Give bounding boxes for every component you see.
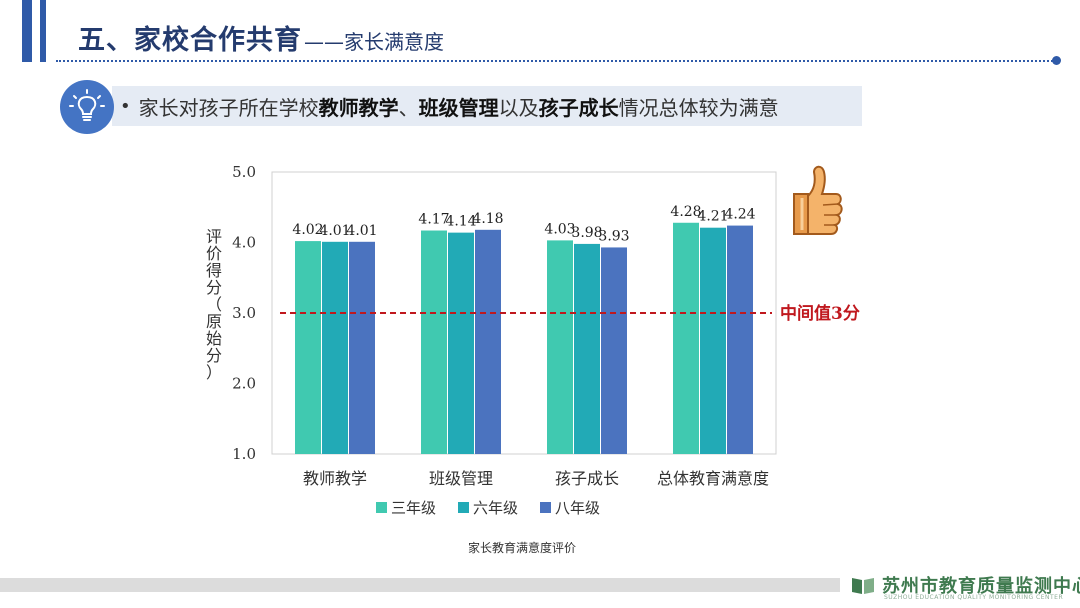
legend-label: 六年级 [473, 499, 518, 517]
bar [601, 247, 627, 454]
bar [322, 241, 348, 454]
legend-swatch [458, 502, 469, 513]
bar [475, 229, 501, 454]
callout-part: 、 [398, 95, 419, 120]
footer-bar [0, 578, 840, 592]
callout-highlight-growth: 孩子成长 [538, 95, 619, 120]
legend-swatch [540, 502, 551, 513]
bar-value-label: 4.03 [544, 221, 575, 237]
page-subtitle: 家长满意度 [344, 30, 444, 54]
footer-logo: 苏州市教育质量监测中心 [850, 572, 1080, 598]
bar-value-label: 4.14 [445, 214, 476, 230]
bar [547, 240, 573, 454]
bar-value-label: 4.28 [670, 204, 701, 220]
y-tick-label: 2.0 [232, 375, 256, 393]
thumbs-up-icon [793, 165, 843, 235]
bar [727, 225, 753, 454]
legend-label: 三年级 [391, 499, 436, 517]
bar [673, 222, 699, 454]
bar [574, 243, 600, 454]
header-accent-bar [22, 0, 32, 62]
bar [295, 241, 321, 454]
y-tick-label: 5.0 [232, 163, 256, 181]
callout-part: 以及 [498, 95, 539, 120]
y-tick-label: 4.0 [232, 234, 256, 252]
plot-area-frame [271, 171, 777, 455]
bar [349, 241, 375, 454]
book-logo-icon [852, 578, 874, 594]
callout-text: 家长对孩子所在学校教师教学、班级管理以及孩子成长情况总体较为满意 [139, 92, 779, 121]
header-accent-bar-thin [40, 0, 46, 62]
page-title-main: 五、家校合作共育 [78, 25, 302, 56]
page-title: 五、家校合作共育 —— 家长满意度 [78, 18, 444, 56]
bar [421, 230, 447, 454]
summary-callout: • 家长对孩子所在学校教师教学、班级管理以及孩子成长情况总体较为满意 [112, 86, 862, 126]
x-category-label: 总体教育满意度 [657, 469, 769, 488]
callout-highlight-class: 班级管理 [418, 95, 499, 120]
bar [700, 227, 726, 454]
bar-value-label: 3.98 [571, 225, 602, 241]
legend-label: 八年级 [555, 499, 600, 517]
callout-part: 情况总体较为满意 [618, 95, 779, 120]
x-category-label: 孩子成长 [555, 469, 619, 488]
page-title-separator: —— [304, 30, 344, 54]
lightbulb-icon [60, 80, 114, 134]
bar-value-label: 4.17 [418, 212, 449, 228]
bar-value-label: 4.24 [724, 207, 755, 223]
bar-value-label: 4.01 [346, 223, 377, 239]
x-category-label: 教师教学 [303, 469, 367, 488]
y-axis-title: 评价得分（原始分） [206, 227, 222, 382]
header-divider-dot [1052, 56, 1061, 65]
y-tick-label: 1.0 [232, 445, 256, 463]
reference-line-label: 中间值3分 [780, 303, 860, 324]
bar-value-label: 3.93 [598, 228, 629, 244]
chart-caption: 家长教育满意度评价 [468, 540, 576, 555]
footer-org-name-en: SUZHOU EDUCATION QUALITY MONITORING CENT… [884, 594, 1064, 601]
bar-value-label: 4.21 [697, 209, 728, 225]
legend-swatch [376, 502, 387, 513]
callout-bullet: • [120, 95, 131, 117]
bar-value-label: 4.02 [292, 222, 323, 238]
bar-value-label: 4.18 [472, 211, 503, 227]
x-category-label: 班级管理 [429, 469, 493, 488]
bar-value-label: 4.01 [319, 223, 350, 239]
bar [448, 232, 474, 454]
callout-highlight-teaching: 教师教学 [318, 95, 399, 120]
y-tick-label: 3.0 [232, 304, 256, 322]
header-divider [56, 60, 1056, 62]
callout-part: 家长对孩子所在学校 [138, 95, 319, 120]
footer-org-name: 苏州市教育质量监测中心 [882, 576, 1080, 597]
